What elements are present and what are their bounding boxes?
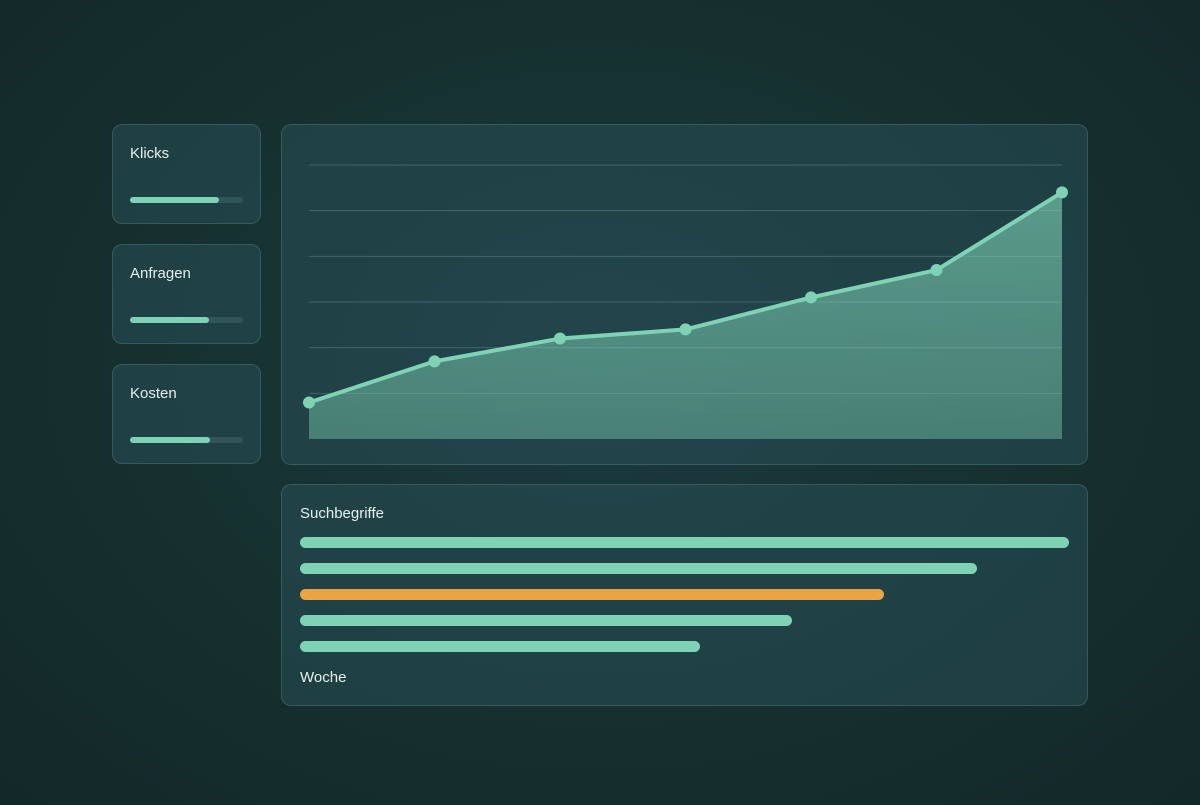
search-term-bar: [300, 641, 700, 652]
chart-panel: [281, 124, 1088, 465]
data-point: [303, 396, 315, 409]
kpi-progress-fill: [130, 317, 210, 323]
kpi-card-kosten[interactable]: Kosten: [112, 364, 261, 464]
data-point: [930, 264, 943, 277]
search-term-bar: [300, 537, 1069, 548]
data-point: [679, 323, 692, 336]
kpi-progress-fill: [130, 197, 220, 203]
data-point: [1056, 186, 1068, 199]
kpi-progress-track: [130, 317, 243, 323]
search-terms-title: Suchbegriffe: [300, 505, 384, 522]
search-term-bar: [300, 589, 885, 600]
kpi-progress-fill: [130, 437, 211, 443]
series-area: [309, 192, 1062, 439]
area-chart: [303, 164, 1068, 439]
kpi-label: Kosten: [130, 385, 177, 402]
kpi-card-klicks[interactable]: Klicks: [112, 124, 261, 224]
search-term-bar: [300, 615, 793, 626]
kpi-progress-track: [130, 197, 243, 203]
data-point: [428, 355, 441, 368]
search-terms-footer: Woche: [300, 669, 347, 686]
kpi-progress-track: [130, 437, 243, 443]
kpi-card-anfragen[interactable]: Anfragen: [112, 244, 261, 344]
data-point: [805, 291, 817, 304]
search-terms-panel: Suchbegriffe Woche: [281, 484, 1088, 706]
kpi-label: Klicks: [130, 145, 170, 162]
data-point: [554, 332, 566, 345]
kpi-label: Anfragen: [130, 265, 191, 282]
search-term-bar: [300, 563, 977, 574]
